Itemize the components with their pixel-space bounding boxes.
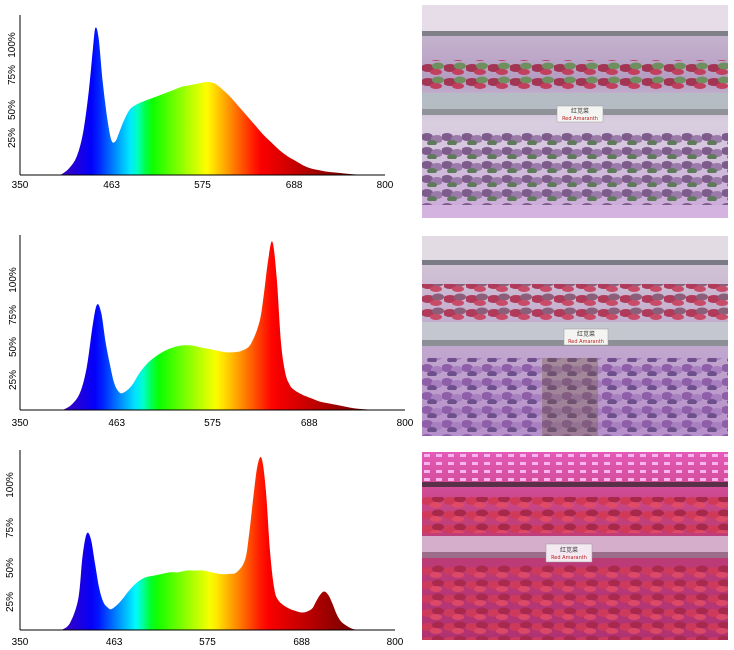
y-tick-label-3-1: 50%: [5, 558, 16, 578]
y-tick-label-3-3: 100%: [5, 472, 16, 498]
grow-rack-photo-2: 红苋菜 Red Amaranth: [422, 236, 728, 436]
y-tick-label-2-1: 50%: [8, 337, 19, 357]
spectrum-chart-3-svg: 350 463 575 688 800 25% 50% 75% 100%: [5, 450, 404, 648]
y-tick-label-3-2: 75%: [5, 518, 16, 538]
svg-text:红苋菜: 红苋菜: [577, 330, 595, 338]
x-tick-label-2-1: 463: [108, 418, 125, 429]
x-tick-label-1-3: 688: [286, 180, 303, 191]
x-tick-label-1-2: 575: [194, 180, 211, 191]
svg-text:Red Amaranth: Red Amaranth: [551, 555, 587, 561]
grow-rack-photo-1: 红苋菜 Red Amaranth: [422, 5, 728, 218]
x-tick-label-1-1: 463: [103, 180, 120, 191]
x-tick-label-1-0: 350: [12, 180, 29, 191]
grow-rack-photo-3-image: 红苋菜 Red Amaranth: [422, 452, 728, 640]
y-tick-label-3-0: 25%: [5, 592, 16, 612]
spectrum-chart-1: 350 463 575 688 800 25% 50% 75% 100%: [0, 0, 410, 200]
grow-rack-photo-2-image: 红苋菜 Red Amaranth: [422, 236, 728, 436]
svg-text:Red Amaranth: Red Amaranth: [562, 116, 598, 122]
x-tick-label-2-4: 800: [397, 418, 414, 429]
spectrum-area-1: [60, 27, 369, 175]
spectrum-chart-1-svg: 350 463 575 688 800 25% 50% 75% 100%: [7, 15, 394, 191]
x-tick-label-2-3: 688: [301, 418, 318, 429]
x-tick-label-3-1: 463: [106, 637, 123, 648]
spectrum-area-3: [61, 456, 358, 630]
y-tick-label-1-0: 25%: [7, 128, 18, 148]
x-tick-label-3-4: 800: [387, 637, 404, 648]
svg-text:Red Amaranth: Red Amaranth: [568, 339, 604, 345]
x-tick-label-1-4: 800: [377, 180, 394, 191]
y-tick-label-1-1: 50%: [7, 100, 18, 120]
y-tick-label-2-3: 100%: [8, 267, 19, 293]
y-tick-label-2-2: 75%: [8, 305, 19, 325]
y-tick-label-1-2: 75%: [7, 65, 18, 85]
y-tick-label-2-0: 25%: [8, 370, 19, 390]
x-tick-label-3-2: 575: [199, 637, 216, 648]
spectrum-chart-2-svg: 350 463 575 688 800 25% 50% 75% 100%: [8, 235, 414, 429]
x-tick-label-2-2: 575: [204, 418, 221, 429]
grow-rack-photo-3: 红苋菜 Red Amaranth: [422, 452, 728, 640]
x-tick-label-3-0: 350: [12, 637, 29, 648]
spectrum-chart-2: 350 463 575 688 800 25% 50% 75% 100%: [0, 220, 420, 435]
x-tick-label-2-0: 350: [12, 418, 29, 429]
grow-rack-photo-1-image: 红苋菜 Red Amaranth: [422, 5, 728, 218]
svg-text:红苋菜: 红苋菜: [571, 107, 589, 115]
x-tick-label-3-3: 688: [293, 637, 310, 648]
y-tick-label-1-3: 100%: [7, 32, 18, 58]
spectrum-chart-3: 350 463 575 688 800 25% 50% 75% 100%: [0, 440, 410, 650]
svg-text:红苋菜: 红苋菜: [560, 546, 578, 554]
spectrum-area-2: [62, 241, 384, 410]
